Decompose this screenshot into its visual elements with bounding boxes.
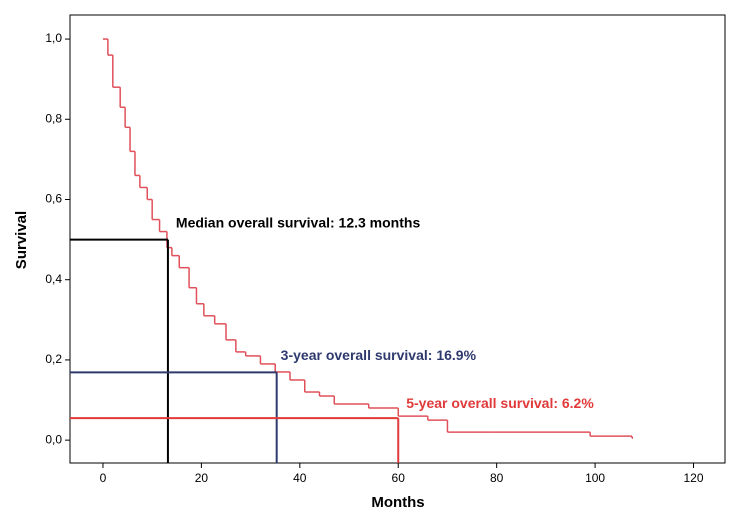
x-axis-label: Months bbox=[371, 494, 424, 511]
reference-label: Median overall survival: 12.3 months bbox=[176, 214, 421, 230]
reference-label: 5-year overall survival: 6.2% bbox=[406, 395, 594, 411]
y-tick-label: 0,2 bbox=[45, 352, 62, 366]
x-tick-label: 80 bbox=[490, 471, 504, 485]
y-tick-label: 0,0 bbox=[45, 432, 62, 446]
y-tick-label: 1,0 bbox=[45, 31, 62, 45]
x-tick-label: 0 bbox=[100, 471, 107, 485]
x-tick-label: 100 bbox=[585, 471, 605, 485]
y-tick-label: 0,8 bbox=[45, 111, 62, 125]
x-tick-label: 40 bbox=[293, 471, 307, 485]
x-tick-label: 120 bbox=[683, 471, 703, 485]
x-tick-label: 60 bbox=[392, 471, 406, 485]
x-tick-label: 20 bbox=[195, 471, 209, 485]
y-tick-label: 0,4 bbox=[45, 272, 62, 286]
y-axis-label: Survival bbox=[13, 211, 30, 269]
reference-label: 3-year overall survival: 16.9% bbox=[281, 347, 477, 363]
y-tick-label: 0,6 bbox=[45, 192, 62, 206]
